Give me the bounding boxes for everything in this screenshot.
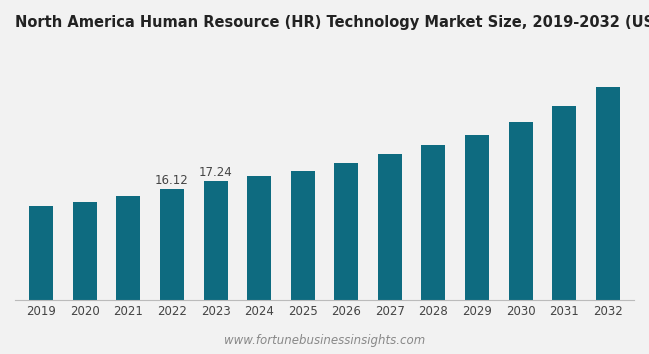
Bar	[29, 206, 53, 300]
Text: 17.24: 17.24	[199, 166, 232, 179]
Bar	[596, 87, 620, 300]
Bar	[247, 176, 271, 300]
Bar	[509, 122, 533, 300]
Bar	[73, 201, 97, 300]
Text: North America Human Resource (HR) Technology Market Size, 2019-2032 (USD Billion: North America Human Resource (HR) Techno…	[15, 15, 649, 30]
Bar	[465, 135, 489, 300]
Bar	[291, 171, 315, 300]
Bar	[421, 145, 445, 300]
Bar	[160, 189, 184, 300]
Bar	[204, 181, 228, 300]
Text: 16.12: 16.12	[155, 174, 189, 187]
Bar	[334, 163, 358, 300]
Bar	[116, 196, 140, 300]
Text: www.fortunebusinessinsights.com: www.fortunebusinessinsights.com	[224, 334, 425, 347]
Bar	[378, 154, 402, 300]
Bar	[552, 106, 576, 300]
